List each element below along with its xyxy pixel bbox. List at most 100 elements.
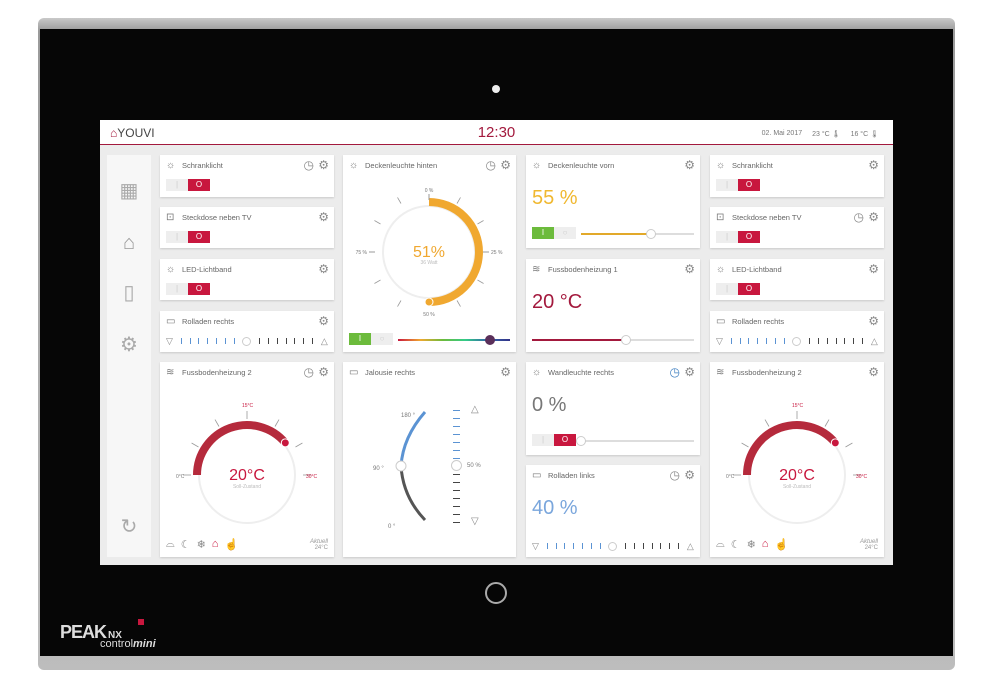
blind-knob[interactable]	[792, 336, 802, 346]
clock-icon[interactable]: ◷	[853, 210, 864, 224]
clock-icon[interactable]: ◷	[303, 158, 314, 172]
down-arrow-icon[interactable]: ▽	[471, 516, 479, 527]
power-toggle[interactable]: | O	[166, 283, 210, 295]
grid-icon[interactable]: ▦	[119, 180, 139, 202]
down-arrow-icon[interactable]: ▽	[716, 335, 723, 346]
gear-icon[interactable]: ⚙	[318, 365, 329, 379]
bulb-icon: ☼	[349, 160, 359, 171]
down-arrow-icon[interactable]: ▽	[166, 335, 173, 346]
card-title: Steckdose neben TV	[732, 213, 802, 222]
away-icon[interactable]: ⌂	[761, 538, 769, 550]
device-logo: PEAK NX controlmini	[60, 619, 156, 650]
power-toggle[interactable]: I ○	[349, 333, 393, 345]
gear-icon[interactable]: ⚙	[318, 210, 329, 224]
gauge-arc	[743, 421, 839, 476]
power-toggle[interactable]: | O	[166, 179, 210, 191]
gear-icon[interactable]: ⚙	[500, 365, 511, 379]
power-toggle[interactable]: | O	[532, 434, 576, 446]
card-dimmer: ☼ Deckenleuchte vorn ⚙ 55 % I ○	[526, 155, 700, 248]
gear-icon[interactable]: ⚙	[868, 210, 879, 224]
down-arrow-icon[interactable]: ▽	[532, 540, 539, 551]
dim-slider[interactable]	[581, 229, 694, 239]
clock-icon[interactable]: ◷	[669, 365, 680, 379]
house-icon[interactable]: ⌂	[122, 232, 136, 254]
card-switch: ☼ Schranklicht ⚙ | O	[710, 155, 884, 197]
color-slider[interactable]	[398, 335, 510, 345]
gauge-tick	[456, 300, 461, 307]
blind-control[interactable]: ▽ △	[532, 541, 694, 551]
card-title: Fussbodenheizung 2	[732, 368, 802, 377]
power-toggle[interactable]: | O	[716, 283, 760, 295]
card-title: Schranklicht	[182, 161, 223, 170]
up-arrow-icon[interactable]: △	[320, 335, 328, 346]
up-arrow-icon[interactable]: △	[471, 404, 479, 415]
sidebar: ▦ ⌂ ▯ ⚙ ↻	[107, 155, 151, 557]
gear-icon[interactable]: ⚙	[868, 262, 879, 276]
louvre-tick	[453, 506, 460, 507]
louvre-tick	[453, 458, 460, 459]
gear-icon[interactable]: ⚙	[684, 158, 695, 172]
dimmer-gauge[interactable]: 0 % 25 % 50 % 75 % 51% 36 Watt	[343, 155, 516, 325]
power-toggle[interactable]: | O	[716, 179, 760, 191]
louvre-tick	[453, 522, 460, 523]
gear-icon[interactable]: ⚙	[500, 158, 511, 172]
card-dimmer-gauge: 0 % 25 % 50 % 75 % 51% 36 Watt I ○ ☼ Decke…	[343, 155, 516, 352]
label-50: 50 %	[423, 312, 435, 318]
logo-model: controlmini	[100, 638, 156, 650]
switch-icon[interactable]: ▯	[123, 282, 135, 304]
gear-icon[interactable]: ⚙	[684, 468, 695, 482]
gauge-knob	[830, 438, 840, 448]
blind-control[interactable]: ▽ △	[166, 336, 328, 346]
gauge-min: 0°C	[176, 474, 185, 480]
app-logo[interactable]: ⌂YOUVI	[110, 126, 155, 140]
night-icon[interactable]: ☾	[180, 539, 191, 551]
comfort-icon[interactable]: ⌓	[166, 538, 175, 550]
frost-icon[interactable]: ❄	[196, 539, 206, 551]
night-icon[interactable]: ☾	[730, 539, 741, 551]
heating-gauge[interactable]: 0°C 15°C 30°C 20°C Soll-Zustand	[160, 380, 334, 550]
blind-knob[interactable]	[608, 541, 618, 551]
power-toggle[interactable]: I ○	[532, 227, 576, 239]
gear-icon[interactable]: ⚙	[318, 314, 329, 328]
refresh-icon[interactable]: ↻	[120, 516, 138, 538]
dim-slider[interactable]	[576, 436, 694, 446]
louvre-tick	[453, 434, 460, 435]
gauge-tick	[397, 197, 402, 204]
power-toggle[interactable]: | O	[716, 231, 760, 243]
gear-icon[interactable]: ⚙	[318, 262, 329, 276]
gear-icon[interactable]: ⚙	[684, 365, 695, 379]
louvre-tick	[453, 418, 460, 419]
gauge-max: 30°C	[306, 474, 318, 480]
gauge-max: 30°C	[856, 474, 868, 480]
gear-icon[interactable]: ⚙	[868, 314, 879, 328]
header-date: 02. Mai 2017	[761, 130, 803, 137]
gear-icon[interactable]: ⚙	[868, 158, 879, 172]
manual-icon[interactable]: ☝	[224, 539, 239, 551]
heating-gauge[interactable]: 0°C 15°C 30°C 20°C Soll-Zustand	[710, 380, 884, 550]
clock-icon[interactable]: ◷	[303, 365, 314, 379]
away-icon[interactable]: ⌂	[211, 538, 219, 550]
gear-icon[interactable]: ⚙	[318, 158, 329, 172]
current-temp: 24°C	[864, 545, 878, 551]
position-knob[interactable]	[451, 460, 462, 471]
gear-icon[interactable]: ⚙	[120, 334, 138, 356]
label-25: 25 %	[491, 250, 503, 256]
up-arrow-icon[interactable]: △	[870, 335, 878, 346]
blind-control[interactable]: ▽ △	[716, 336, 878, 346]
clock-icon[interactable]: ◷	[669, 468, 680, 482]
power-toggle[interactable]: | O	[166, 231, 210, 243]
frost-icon[interactable]: ❄	[746, 539, 756, 551]
card-switch: ⊡ Steckdose neben TV ⚙ ◷ | O	[710, 207, 884, 248]
blind-knob[interactable]	[242, 336, 252, 346]
up-arrow-icon[interactable]: △	[686, 540, 694, 551]
gear-icon[interactable]: ⚙	[868, 365, 879, 379]
blind-icon: ▭	[349, 367, 359, 378]
angle-slider[interactable]: 180 ° 90 ° 0 °	[343, 362, 516, 557]
outdoor-temp: 16 °C 🌡	[850, 131, 879, 138]
clock-icon[interactable]: ◷	[485, 158, 496, 172]
home-button[interactable]	[485, 582, 507, 604]
comfort-icon[interactable]: ⌓	[716, 538, 725, 550]
gear-icon[interactable]: ⚙	[684, 262, 695, 276]
manual-icon[interactable]: ☝	[774, 539, 789, 551]
temp-slider[interactable]	[532, 335, 694, 345]
